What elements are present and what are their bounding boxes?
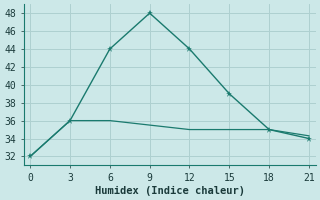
X-axis label: Humidex (Indice chaleur): Humidex (Indice chaleur) xyxy=(95,186,244,196)
